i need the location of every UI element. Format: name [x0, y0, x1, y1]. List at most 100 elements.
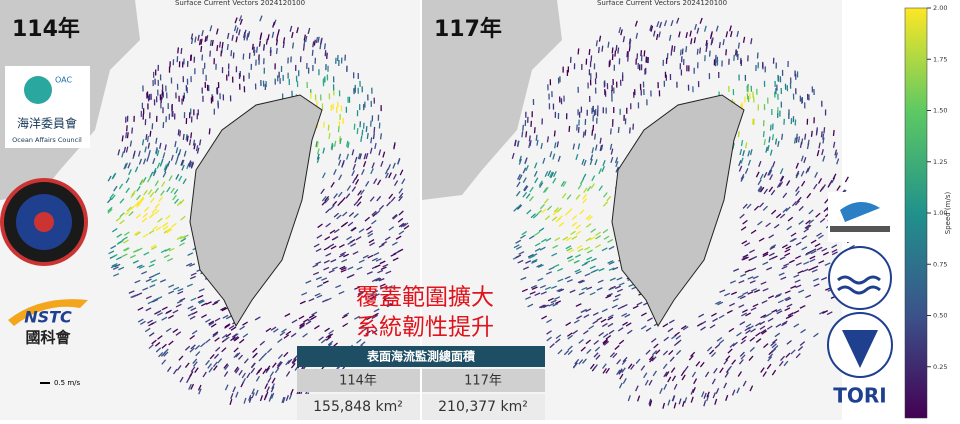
- map-title: Surface Current Vectors 2024120100: [175, 0, 305, 7]
- current-vector: [833, 130, 834, 136]
- current-vector: [773, 134, 774, 140]
- current-vector: [583, 132, 584, 138]
- current-vector: [126, 132, 127, 138]
- current-vector: [535, 127, 536, 133]
- current-vector: [312, 50, 313, 56]
- colorbar-tick-label: 1.00: [933, 209, 947, 217]
- current-vector: [220, 42, 221, 48]
- current-vector: [186, 134, 187, 140]
- current-vector: [615, 51, 616, 57]
- current-vector: [599, 47, 600, 53]
- current-vector: [554, 131, 555, 137]
- current-vector: [578, 48, 579, 54]
- current-vector: [180, 130, 181, 136]
- colorbar-tick-label: 0.50: [933, 312, 947, 320]
- current-vector: [325, 43, 326, 49]
- current-vector: [578, 127, 579, 133]
- panel-label: 114年: [12, 16, 80, 42]
- current-vector: [602, 46, 603, 52]
- current-vector: [374, 133, 375, 139]
- current-vector: [817, 127, 818, 133]
- current-vector: [304, 45, 305, 51]
- current-vector: [763, 131, 764, 137]
- current-vector: [681, 50, 682, 56]
- nstc-name: 國科會: [25, 329, 71, 347]
- current-vector: [183, 134, 184, 140]
- emblem-center: [34, 212, 54, 232]
- current-vector: [357, 128, 358, 134]
- current-vector: [644, 50, 645, 56]
- current-vector: [589, 49, 590, 55]
- current-vector: [526, 131, 527, 137]
- current-vector: [178, 129, 179, 135]
- current-vector: [381, 133, 382, 139]
- current-vector: [221, 51, 222, 57]
- panel-label: 117年: [434, 16, 502, 42]
- current-vector: [630, 40, 631, 46]
- oac-abbr: OAC: [55, 76, 72, 85]
- current-vector: [314, 40, 315, 46]
- current-vector: [150, 131, 151, 137]
- map-title: Surface Current Vectors 2024120100: [597, 0, 727, 7]
- current-vector: [737, 51, 738, 57]
- current-vector: [726, 49, 727, 55]
- current-vector: [706, 46, 707, 52]
- tori-abbr: TORI: [833, 384, 887, 408]
- current-vector: [618, 48, 619, 54]
- current-vector: [329, 133, 330, 139]
- current-vector: [547, 136, 548, 142]
- current-vector: [362, 130, 363, 136]
- current-vector: [254, 50, 255, 56]
- current-vector: [782, 134, 783, 140]
- table-header: 表面海流監測總面積: [366, 349, 476, 364]
- current-vector: [697, 49, 698, 55]
- current-vector: [529, 135, 530, 141]
- table-value: 210,377 km²: [438, 399, 528, 415]
- current-vector: [181, 48, 182, 54]
- current-vector: [146, 134, 147, 140]
- colorbar-tick-label: 0.25: [933, 363, 947, 371]
- colorbar-tick-label: 2.00: [933, 4, 947, 12]
- current-vector: [769, 137, 770, 143]
- oac-name: 海洋委員會: [17, 116, 77, 131]
- current-vector: [293, 43, 294, 49]
- scale-label: 0.5 m/s: [54, 379, 81, 387]
- current-vector: [686, 46, 687, 52]
- current-vector: [178, 47, 179, 53]
- current-vector: [618, 127, 619, 133]
- current-vector: [612, 47, 613, 53]
- colorbar-tick-label: 1.75: [933, 55, 947, 63]
- current-vector: [209, 128, 210, 134]
- current-vector: [210, 51, 211, 57]
- current-vector: [201, 46, 202, 52]
- current-vector: [231, 50, 232, 56]
- current-vector: [148, 136, 149, 142]
- current-vector: [569, 126, 570, 132]
- current-vector: [227, 44, 228, 50]
- headline: 覆蓋範圍擴大: [356, 285, 494, 311]
- current-vector: [132, 128, 133, 134]
- current-vector: [674, 46, 675, 52]
- table-value: 155,848 km²: [313, 399, 403, 415]
- current-vector: [736, 49, 737, 55]
- current-vector: [222, 42, 223, 48]
- current-vector: [127, 132, 128, 138]
- current-vector: [682, 49, 683, 55]
- current-vector: [821, 131, 822, 137]
- current-vector: [536, 135, 537, 141]
- current-vector: [592, 130, 593, 136]
- colorbar-tick-label: 1.25: [933, 158, 947, 166]
- current-vector: [585, 130, 586, 136]
- current-vector: [671, 50, 672, 56]
- current-vector: [367, 133, 368, 139]
- colorbar-tick-label: 0.75: [933, 260, 947, 268]
- current-vector: [611, 128, 612, 134]
- current-vector: [374, 127, 375, 133]
- current-vector: [217, 45, 218, 51]
- table-column: 117年: [464, 374, 502, 389]
- current-vector: [799, 136, 800, 142]
- current-vector: [629, 45, 630, 51]
- current-vector: [277, 48, 278, 54]
- oac-emblem: [24, 76, 52, 104]
